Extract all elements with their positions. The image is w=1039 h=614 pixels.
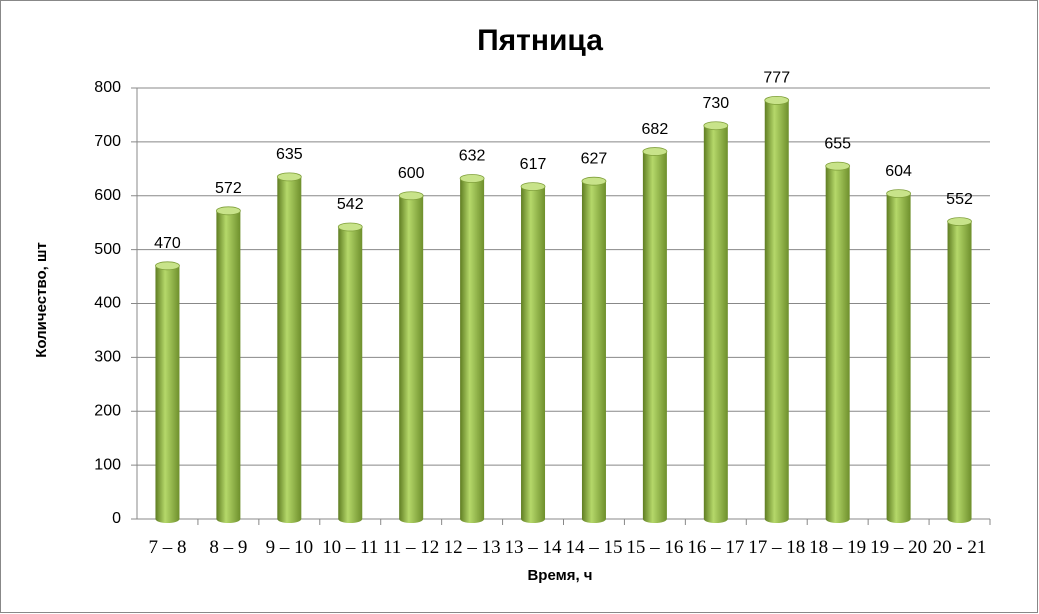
bar — [460, 178, 485, 523]
value-label: 627 — [581, 150, 608, 167]
y-tick-label: 200 — [94, 402, 121, 419]
bar — [521, 186, 546, 523]
bar — [764, 100, 789, 524]
x-axis-title: Время, ч — [527, 567, 593, 584]
value-label: 552 — [946, 191, 973, 208]
bar-top — [886, 189, 912, 198]
x-tick-label: 16 – 17 — [687, 537, 745, 558]
y-tick-label: 300 — [94, 349, 121, 366]
bar-top — [459, 174, 485, 183]
y-tick-label: 0 — [112, 510, 121, 527]
bar — [825, 166, 850, 523]
value-label: 470 — [154, 235, 181, 252]
value-label: 632 — [459, 148, 486, 165]
value-label: 730 — [702, 95, 729, 112]
value-label: 655 — [824, 135, 851, 152]
bar-top — [642, 147, 668, 156]
bar-top — [825, 161, 851, 171]
bar — [399, 195, 424, 523]
value-label: 572 — [215, 180, 242, 197]
y-tick-label: 400 — [94, 295, 121, 312]
chart-title: Пятница — [477, 24, 603, 57]
bar-top — [276, 172, 302, 182]
x-tick-label: 19 – 20 — [870, 537, 928, 558]
bar-top — [764, 95, 790, 105]
value-label: 635 — [276, 146, 303, 163]
bar — [338, 226, 363, 523]
y-tick-label: 100 — [94, 456, 121, 473]
value-label: 682 — [642, 121, 669, 138]
bar-top — [581, 176, 607, 186]
value-label: 617 — [520, 156, 547, 173]
x-tick-label: 9 – 10 — [265, 537, 314, 558]
y-tick-label: 800 — [94, 79, 121, 96]
bar — [277, 176, 302, 524]
bar-top — [947, 217, 972, 227]
x-tick-label: 17 – 18 — [748, 537, 806, 558]
bar-top — [215, 206, 241, 216]
bar — [947, 221, 972, 524]
bar-top — [398, 191, 424, 201]
x-tick-label: 10 – 11 — [322, 537, 379, 558]
x-tick-label: 18 – 19 — [809, 537, 867, 558]
bar — [216, 210, 241, 523]
value-label: 542 — [337, 196, 364, 213]
bar — [703, 125, 728, 524]
bar — [581, 181, 606, 524]
bar-top — [520, 182, 546, 191]
bar-top — [155, 261, 180, 271]
bar-top — [703, 121, 729, 131]
x-tick-label: 13 – 14 — [504, 537, 562, 558]
x-tick-label: 12 – 13 — [443, 537, 501, 558]
y-axis-title: Количество, шт — [33, 242, 50, 358]
value-label: 600 — [398, 165, 425, 182]
y-tick-label: 600 — [94, 187, 121, 204]
bar — [886, 193, 911, 523]
value-label: 604 — [885, 163, 912, 180]
y-tick-label: 500 — [94, 241, 121, 258]
bar — [155, 265, 180, 523]
x-tick-label: 20 - 21 — [932, 537, 987, 558]
x-tick-label: 15 – 16 — [626, 537, 684, 558]
x-tick-label: 14 – 15 — [565, 537, 623, 558]
x-tick-label: 8 – 9 — [209, 537, 248, 558]
bar — [642, 151, 667, 523]
bar-top — [337, 222, 363, 232]
x-tick-label: 7 – 8 — [148, 537, 187, 558]
x-tick-label: 11 – 12 — [383, 537, 440, 558]
value-label: 777 — [763, 70, 790, 87]
y-tick-label: 700 — [94, 133, 121, 150]
